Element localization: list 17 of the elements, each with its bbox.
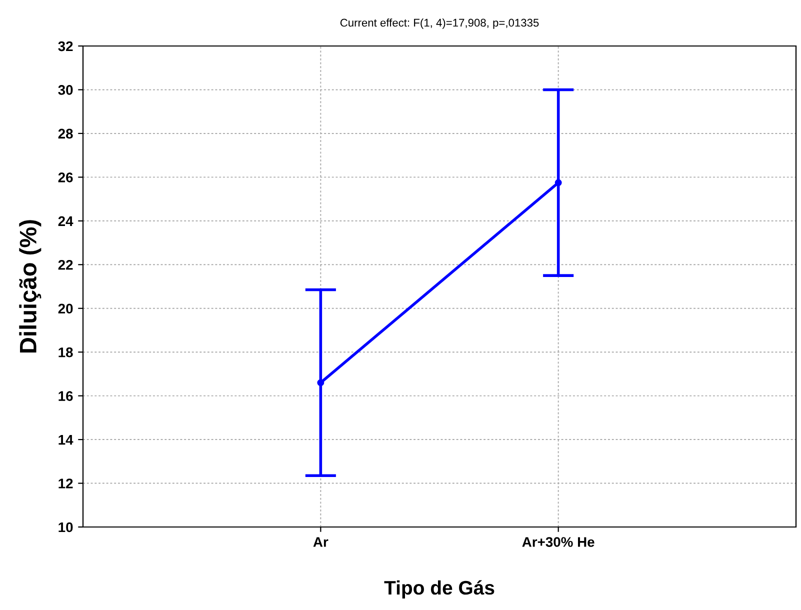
y-tick-label: 24	[58, 216, 74, 226]
y-tick-label: 22	[58, 260, 73, 270]
y-tick-label: 12	[58, 478, 73, 488]
y-tick-label: 14	[58, 435, 74, 445]
y-tick-label: 30	[58, 85, 73, 95]
x-axis-title: Tipo de Gás	[384, 580, 494, 599]
y-tick-label: 26	[58, 172, 73, 182]
x-tick-label: Ar+30% He	[522, 537, 594, 547]
y-tick-label: 16	[58, 391, 73, 401]
y-tick-label: 18	[58, 347, 73, 358]
y-tick-label: 28	[58, 128, 73, 139]
y-tick-label: 10	[58, 522, 73, 532]
x-tick-label: Ar	[313, 537, 328, 547]
y-tick-label: 32	[58, 41, 73, 52]
chart-title: Current effect: F(1, 4)=17,908, p=,01335	[340, 18, 539, 29]
y-tick-label: 20	[58, 304, 73, 314]
y-axis-title: Diluição (%)	[19, 220, 42, 352]
